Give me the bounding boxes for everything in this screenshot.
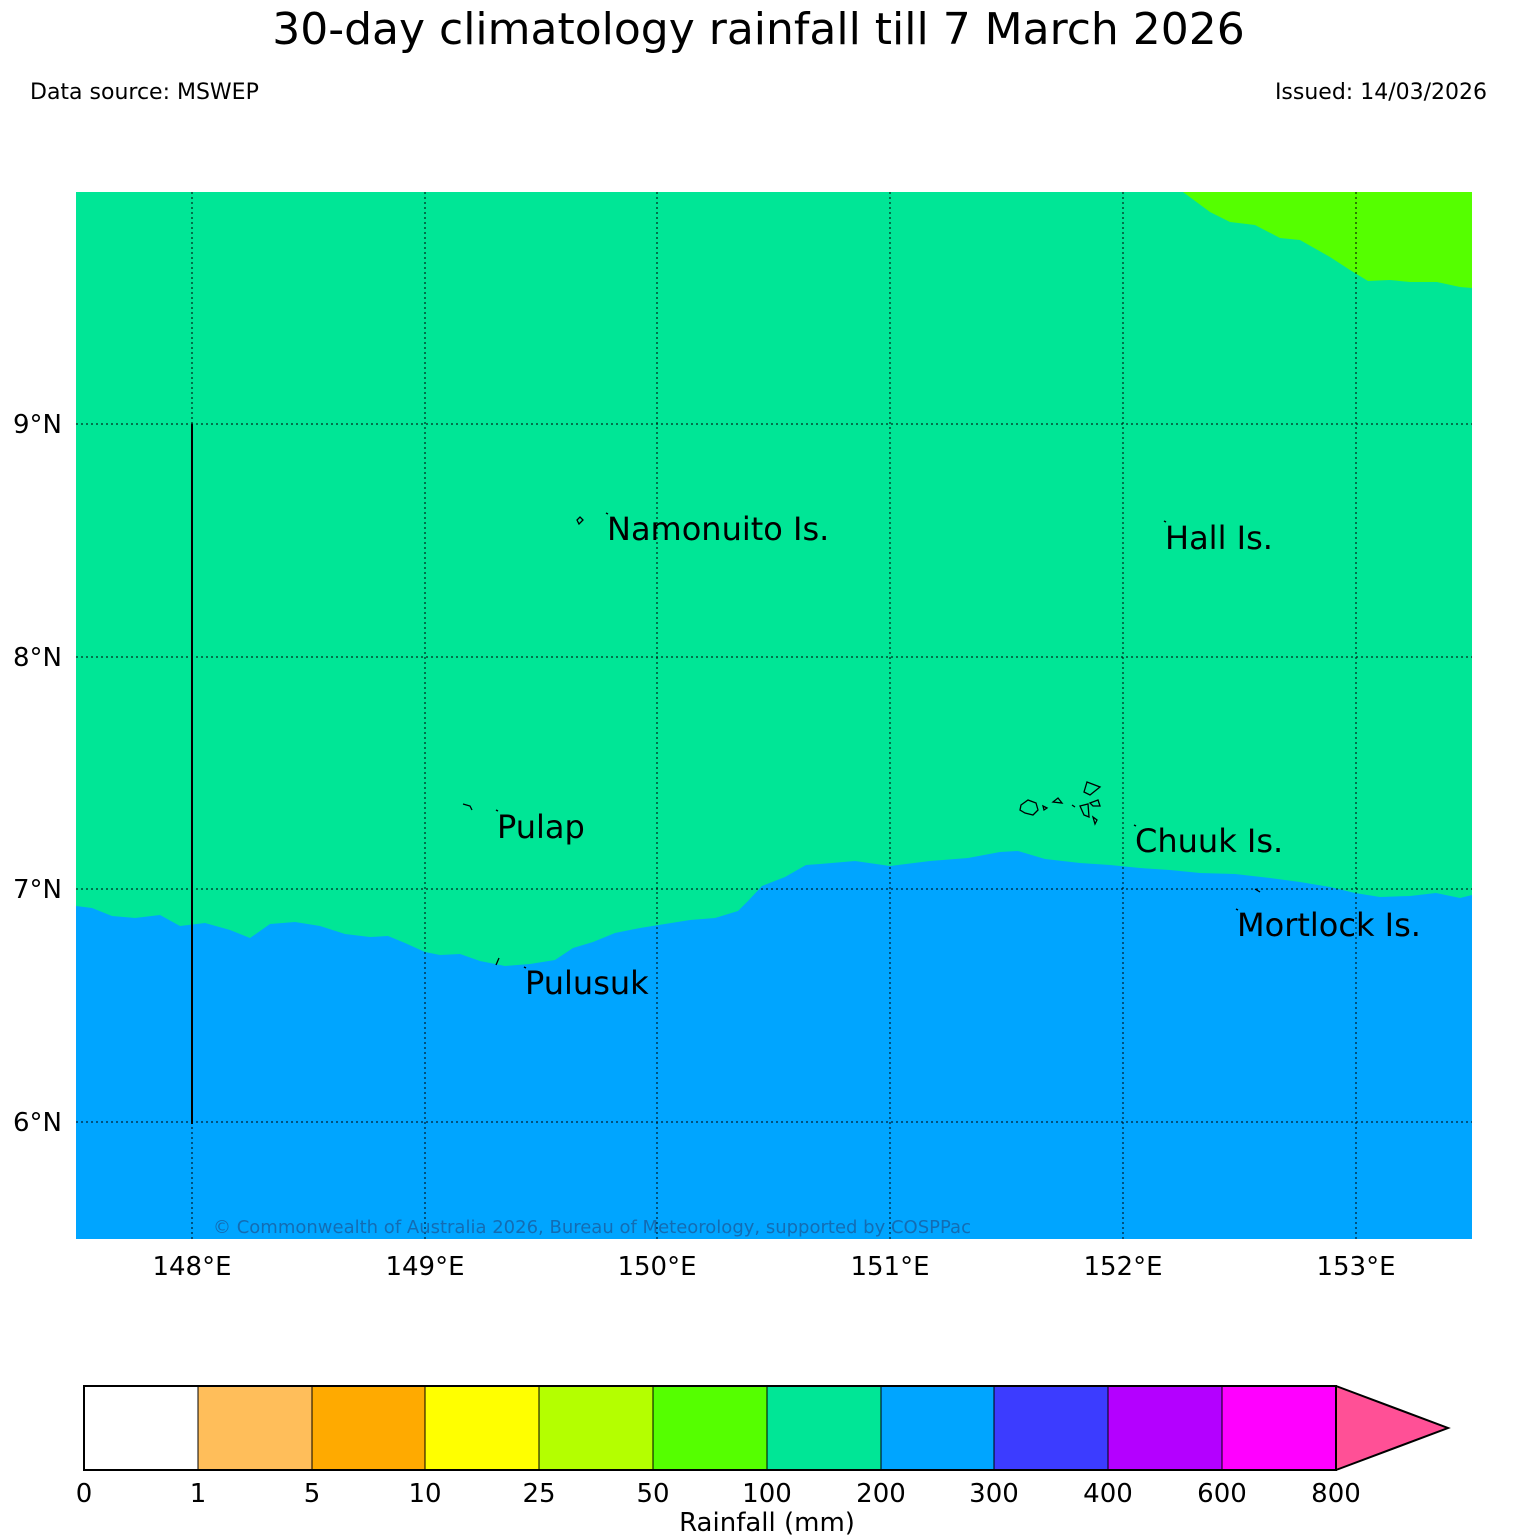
label-pulusuk: Pulusuk: [525, 964, 649, 1002]
lon-axis-labels: 148°E 149°E 150°E 151°E 152°E 153°E: [152, 1252, 1395, 1282]
island-chuuk-c: [1088, 799, 1101, 807]
tick-400: 400: [1083, 1479, 1133, 1509]
tick-100: 100: [742, 1479, 792, 1509]
lon-label-152e: 152°E: [1083, 1252, 1162, 1282]
island-chuuk-e: [1051, 797, 1064, 804]
island-chuuk-f: [1019, 799, 1039, 816]
lat-label-9n: 9°N: [13, 410, 62, 440]
swatch-100-200: [766, 1385, 882, 1471]
marker-chuuk: [1133, 824, 1137, 827]
colorbar-outline: [83, 1385, 1337, 1471]
tick-1: 1: [190, 1479, 207, 1509]
swatch-50-100: [652, 1385, 768, 1471]
island-chuuk-b: [1079, 803, 1090, 818]
colorbar-label: Rainfall (mm): [679, 1508, 855, 1538]
colorbar-arrow-outline: [1335, 1385, 1451, 1471]
marker-mortlock: [1235, 908, 1239, 911]
label-namonuito: Namonuito Is.: [607, 510, 829, 548]
lon-label-150e: 150°E: [617, 1252, 696, 1282]
swatch-10-25: [424, 1385, 540, 1471]
lon-label-149e: 149°E: [385, 1252, 464, 1282]
tick-10: 10: [408, 1479, 441, 1509]
label-mortlock: Mortlock Is.: [1237, 906, 1421, 944]
swatch-1-5: [197, 1385, 313, 1471]
marker-namonuito: [605, 512, 609, 515]
tick-300: 300: [969, 1479, 1019, 1509]
tick-200: 200: [856, 1479, 906, 1509]
place-labels: Namonuito Is. Hall Is. Pulap Chuuk Is. M…: [497, 510, 1421, 1002]
island-namonuito-shape: [576, 516, 584, 526]
swatch-0-1: [83, 1385, 199, 1471]
swatch-300-400: [993, 1385, 1109, 1471]
marker-pulap: [495, 809, 499, 812]
tick-800: 800: [1311, 1479, 1361, 1509]
label-hall: Hall Is.: [1165, 519, 1273, 557]
colorbar-legend: 0 1 5 10 25 50 100 200 300 400 600 800 R…: [76, 1385, 1451, 1538]
lat-label-6n: 6°N: [13, 1108, 62, 1138]
lat-label-8n: 8°N: [13, 643, 62, 673]
island-chuuk-h: [1071, 804, 1076, 808]
map-area: [76, 192, 1472, 1239]
label-chuuk: Chuuk Is.: [1135, 822, 1283, 860]
colorbar-swatches: [83, 1385, 1450, 1471]
island-pulusuk-shape: [495, 957, 500, 966]
issued-date: Issued: 14/03/2026: [1274, 80, 1487, 105]
tick-50: 50: [636, 1479, 669, 1509]
swatch-600-800: [1221, 1385, 1337, 1471]
lat-label-7n: 7°N: [13, 875, 62, 905]
copyright-notice: © Commonwealth of Australia 2026, Bureau…: [213, 1217, 971, 1238]
islands: [462, 516, 1261, 966]
lon-label-151e: 151°E: [850, 1252, 929, 1282]
lon-label-148e: 148°E: [152, 1252, 231, 1282]
marker-hall: [1163, 520, 1167, 523]
lat-axis-labels: 9°N 8°N 7°N 6°N: [13, 410, 62, 1138]
swatch-200-300: [880, 1385, 995, 1471]
island-chuuk-d: [1091, 815, 1098, 826]
data-source: Data source: MSWEP: [30, 80, 259, 105]
colorbar-ticks: 0 1 5 10 25 50 100 200 300 400 600 800: [76, 1479, 1361, 1509]
swatch-5-10: [311, 1385, 426, 1471]
island-chuuk-a: [1083, 781, 1102, 796]
island-chuuk-g: [1042, 804, 1049, 812]
label-markers: [495, 512, 1239, 969]
region-50-100mm: [1183, 192, 1472, 288]
lon-label-153e: 153°E: [1316, 1252, 1395, 1282]
swatch-25-50: [538, 1385, 654, 1471]
tick-25: 25: [522, 1479, 555, 1509]
swatch-400-600: [1107, 1385, 1223, 1471]
tick-0: 0: [76, 1479, 93, 1509]
marker-pulusuk: [523, 966, 527, 969]
map-title: 30-day climatology rainfall till 7 March…: [272, 4, 1245, 55]
label-pulap: Pulap: [497, 808, 585, 846]
island-pulap-shape: [462, 803, 473, 811]
island-mortlock-shape: [1254, 888, 1261, 893]
tick-600: 600: [1197, 1479, 1247, 1509]
tick-5: 5: [304, 1479, 321, 1509]
swatch-over-800: [1335, 1385, 1450, 1471]
